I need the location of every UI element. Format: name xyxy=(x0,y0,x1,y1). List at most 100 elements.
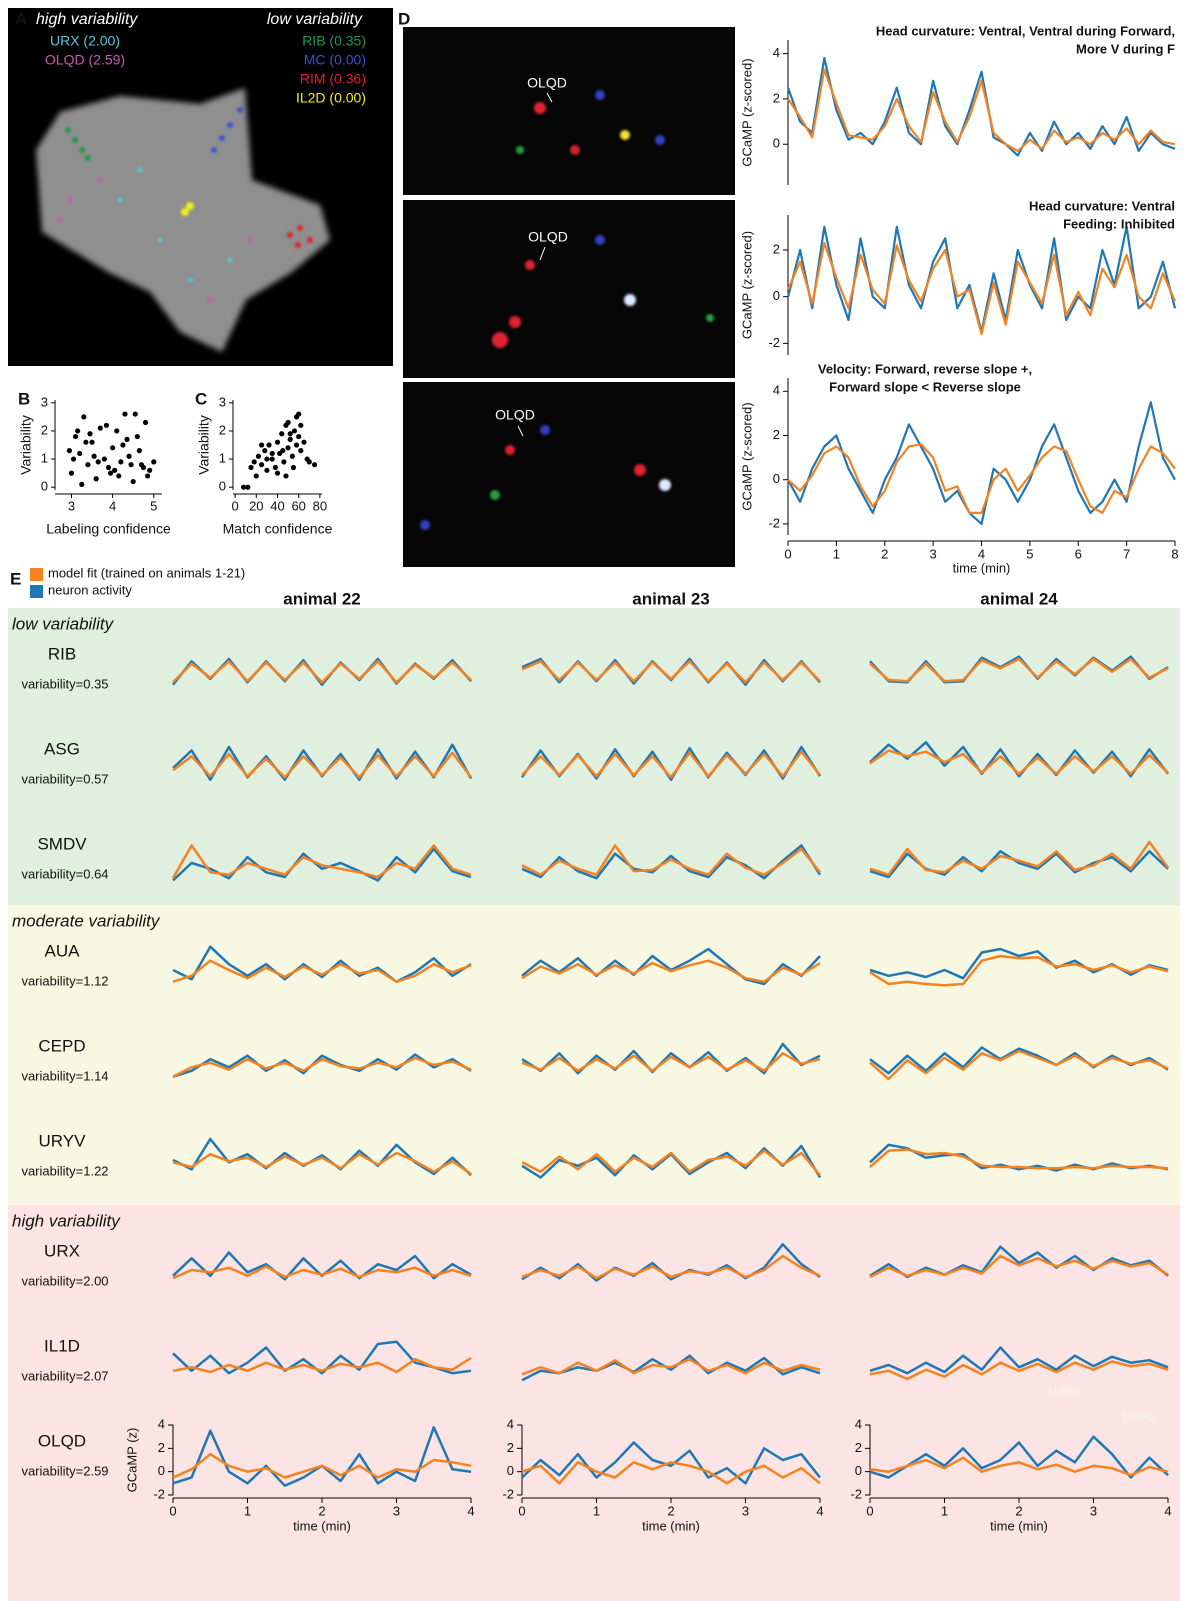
neuron-name: ASG xyxy=(44,739,80,758)
scatter-point xyxy=(280,448,285,453)
legend-entry: MC (0.00) xyxy=(304,52,366,68)
image-label: OLQD xyxy=(527,75,567,91)
y-tick-label: 0 xyxy=(507,1463,514,1478)
variability-label: variability=0.35 xyxy=(21,676,108,691)
scatter-point xyxy=(273,465,278,470)
neuron-name: URX xyxy=(44,1241,80,1260)
x-tick-label: 40 xyxy=(270,498,284,513)
annotation: Feeding: Inhibited xyxy=(1063,216,1175,231)
trace-line xyxy=(788,444,1175,513)
variability-label: variability=2.07 xyxy=(21,1368,108,1383)
scatter-point xyxy=(270,456,275,461)
y-axis-label: GCaMP (z) xyxy=(124,1428,139,1493)
y-tick-label: 0 xyxy=(219,479,226,494)
neuron-name: SMDV xyxy=(37,834,87,853)
scatter-point xyxy=(285,420,290,425)
y-tick-label: 2 xyxy=(507,1440,514,1455)
y-tick-label: -2 xyxy=(768,335,780,350)
legend-entry: RIB (0.35) xyxy=(302,33,366,49)
scatter-point xyxy=(292,428,297,433)
annotation: Velocity: Forward, reverse slope +, xyxy=(818,361,1032,376)
legend-title: high variability xyxy=(36,11,138,28)
y-axis-label: GCaMP (z-scored) xyxy=(739,58,754,166)
y-tick-label: 2 xyxy=(773,241,780,256)
x-tick-label: 0 xyxy=(232,498,239,513)
scatter-point xyxy=(270,451,275,456)
variability-label: variability=1.12 xyxy=(21,973,108,988)
scatter-point xyxy=(89,440,94,445)
scatter-point xyxy=(254,473,259,478)
column-title: animal 22 xyxy=(283,589,361,608)
variability-label: variability=0.64 xyxy=(21,866,108,881)
y-tick-label: 4 xyxy=(507,1416,514,1431)
x-tick-label: 2 xyxy=(667,1503,674,1518)
scatter-point xyxy=(143,420,148,425)
scatter-point xyxy=(116,473,121,478)
x-tick-label: 4 xyxy=(816,1503,823,1518)
group-label: low variability xyxy=(12,614,115,633)
x-tick-label: 3 xyxy=(1090,1503,1097,1518)
scatter-point xyxy=(248,465,253,470)
scatter-point xyxy=(94,476,99,481)
annotation: Head curvature: Ventral, Ventral during … xyxy=(876,23,1175,38)
scatter-point xyxy=(110,445,115,450)
annotation: Head curvature: Ventral xyxy=(1029,198,1175,213)
x-tick-label: 6 xyxy=(1075,546,1082,561)
annotation: Forward slope < Reverse slope xyxy=(829,379,1021,394)
y-tick-label: 2 xyxy=(773,427,780,442)
neuron-name: URYV xyxy=(39,1131,87,1150)
scatter-point xyxy=(279,431,284,436)
y-axis-label: Variability xyxy=(196,415,212,475)
x-tick-label: 80 xyxy=(313,498,327,513)
scatter-point xyxy=(85,462,90,467)
x-tick-label: 3 xyxy=(68,498,75,513)
scatter-point xyxy=(288,431,293,436)
scatter-point xyxy=(81,414,86,419)
neuron-name: RIB xyxy=(48,644,76,663)
scatter-point xyxy=(69,471,74,476)
scatter-point xyxy=(124,437,129,442)
x-axis-label: time (min) xyxy=(953,560,1011,575)
y-tick-label: 4 xyxy=(855,1416,862,1431)
panel-label: E xyxy=(10,569,21,588)
y-tick-label: 4 xyxy=(158,1416,165,1431)
scatter-point xyxy=(294,442,299,447)
scatter-point xyxy=(102,456,107,461)
y-tick-label: 2 xyxy=(41,422,48,437)
scatter-point xyxy=(106,465,111,470)
x-tick-label: 1 xyxy=(833,546,840,561)
scatter-point xyxy=(73,434,78,439)
y-tick-label: -2 xyxy=(850,1486,862,1501)
scatter-point xyxy=(83,440,88,445)
scatter-point xyxy=(75,428,80,433)
x-axis-label: time (min) xyxy=(642,1518,700,1533)
y-tick-label: 0 xyxy=(41,479,48,494)
scatter-point xyxy=(79,482,84,487)
y-tick-label: 3 xyxy=(41,394,48,409)
y-axis-label: GCaMP (z-scored) xyxy=(739,231,754,339)
neuron-name: IL1D xyxy=(44,1336,80,1355)
y-tick-label: 0 xyxy=(773,471,780,486)
trace-line xyxy=(788,402,1175,524)
panel-label: A xyxy=(15,9,27,28)
scatter-point xyxy=(126,454,131,459)
variability-label: variability=1.22 xyxy=(21,1163,108,1178)
x-tick-label: 2 xyxy=(318,1503,325,1518)
scatter-point xyxy=(104,423,109,428)
x-tick-label: 1 xyxy=(941,1503,948,1518)
scatter-point xyxy=(118,459,123,464)
legend-entry: OLQD (2.59) xyxy=(45,52,125,68)
legend-swatch xyxy=(30,585,43,598)
scatter-point xyxy=(87,431,92,436)
legend-entry: model fit (trained on animals 1-21) xyxy=(48,565,245,580)
scatter-point xyxy=(296,434,301,439)
panel-label: C xyxy=(195,389,207,408)
scatter-point xyxy=(252,459,257,464)
x-tick-label: 5 xyxy=(1026,546,1033,561)
y-tick-label: 1 xyxy=(41,451,48,466)
scatter-point xyxy=(133,411,138,416)
scatter-point xyxy=(298,448,303,453)
trace-line xyxy=(788,70,1175,152)
scatter-point xyxy=(147,468,152,473)
y-tick-label: 0 xyxy=(158,1463,165,1478)
